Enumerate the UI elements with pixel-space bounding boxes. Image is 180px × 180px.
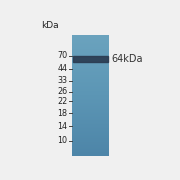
Bar [73,56,108,62]
Text: 64kDa: 64kDa [112,54,143,64]
Text: 10: 10 [57,136,67,145]
Text: 22: 22 [57,97,67,106]
Text: 18: 18 [57,109,67,118]
Text: 26: 26 [57,87,67,96]
Text: kDa: kDa [42,21,59,30]
Text: 14: 14 [57,122,67,131]
Text: 70: 70 [57,51,67,60]
Text: 33: 33 [57,76,67,85]
Text: 44: 44 [57,64,67,73]
